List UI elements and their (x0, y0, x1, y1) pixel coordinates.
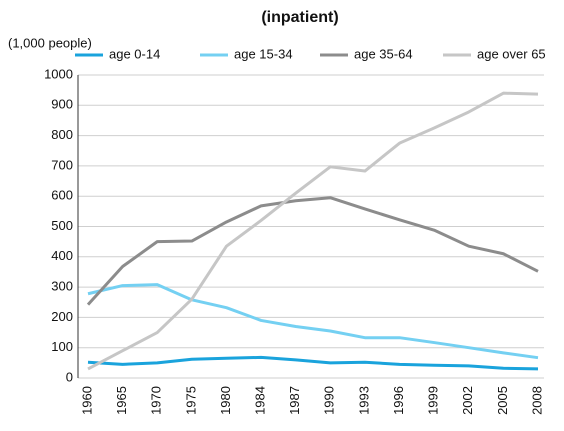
y-tick-label: 500 (51, 218, 73, 233)
series-line (87, 91, 539, 371)
y-axis-label: (1,000 people) (8, 35, 92, 50)
x-tick-label: 1990 (322, 386, 337, 415)
x-tick-label: 2002 (460, 386, 475, 415)
x-tick-label: 1999 (426, 386, 441, 415)
x-tick-label: 1970 (149, 386, 164, 415)
y-tick-label: 200 (51, 309, 73, 324)
y-tick-label: 800 (51, 127, 73, 142)
legend-label: age over 65 (477, 46, 546, 61)
y-tick-label: 100 (51, 339, 73, 354)
y-tick-label: 300 (51, 279, 73, 294)
x-tick-label: 1960 (79, 386, 94, 415)
chart-title: (inpatient) (261, 9, 338, 26)
y-tick-label: 1000 (44, 66, 73, 81)
y-tick-label: 900 (51, 97, 73, 112)
y-tick-label: 400 (51, 248, 73, 263)
legend-label: age 0-14 (109, 46, 160, 61)
series-line (87, 355, 539, 371)
x-tick-label: 1993 (356, 386, 371, 415)
x-tick-label: 1996 (391, 386, 406, 415)
x-tick-label: 2008 (529, 386, 544, 415)
y-tick-label: 700 (51, 157, 73, 172)
x-tick-label: 1975 (183, 386, 198, 415)
x-tick-label: 2005 (495, 386, 510, 415)
series-line (87, 283, 539, 360)
series-line (86, 196, 539, 306)
legend-label: age 35-64 (354, 46, 413, 61)
x-tick-label: 1987 (287, 386, 302, 415)
y-tick-label: 0 (66, 369, 73, 384)
legend-label: age 15-34 (234, 46, 293, 61)
y-tick-label: 600 (51, 188, 73, 203)
x-tick-label: 1965 (114, 386, 129, 415)
x-tick-label: 1984 (253, 386, 268, 415)
x-tick-label: 1980 (218, 386, 233, 415)
